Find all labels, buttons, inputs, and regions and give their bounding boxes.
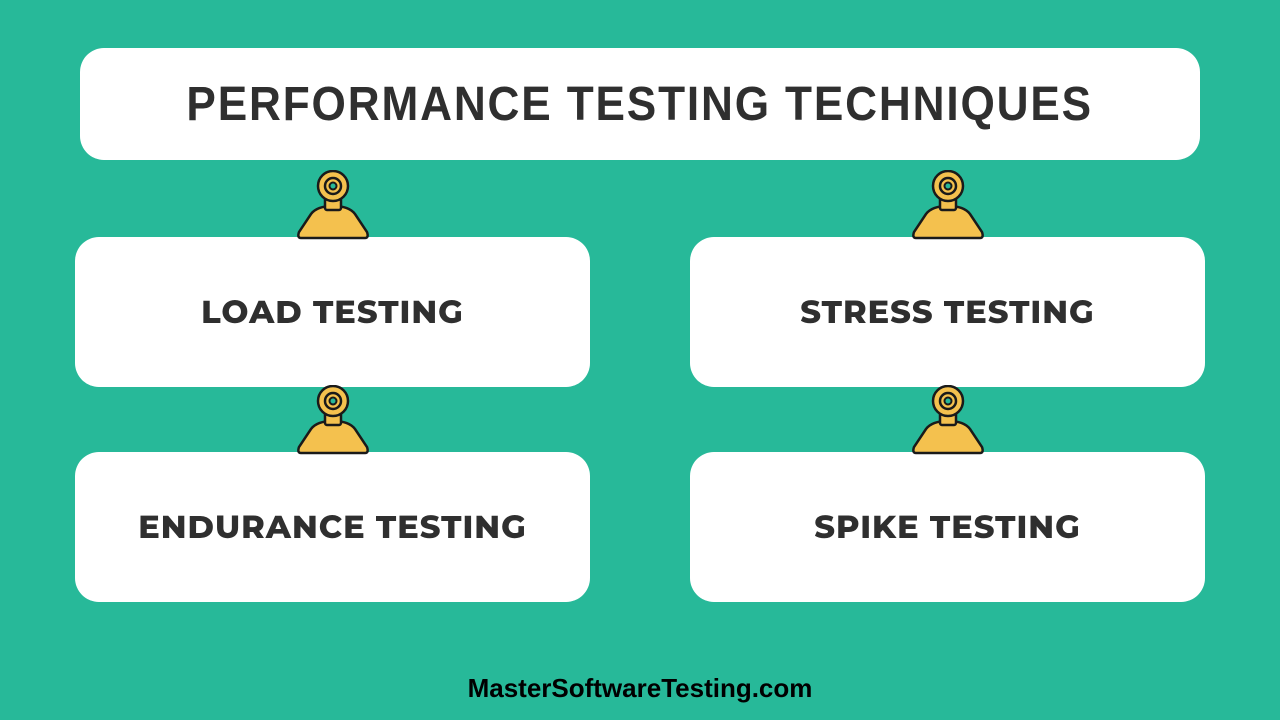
binder-clip-icon: [293, 170, 373, 240]
binder-clip-icon: [908, 385, 988, 455]
infographic-container: PERFORMANCE TESTING TECHNIQUES LOAD TEST…: [0, 0, 1280, 720]
card-label: LOAD TESTING: [201, 293, 464, 332]
title-text: PERFORMANCE TESTING TECHNIQUES: [187, 77, 1094, 132]
card: SPIKE TESTING: [690, 452, 1205, 602]
title-card: PERFORMANCE TESTING TECHNIQUES: [80, 48, 1200, 160]
binder-clip-icon: [908, 170, 988, 240]
card-spike-testing: SPIKE TESTING: [690, 437, 1205, 602]
card-load-testing: LOAD TESTING: [75, 222, 590, 387]
card-label: STRESS TESTING: [800, 293, 1094, 332]
card: ENDURANCE TESTING: [75, 452, 590, 602]
card-stress-testing: STRESS TESTING: [690, 222, 1205, 387]
card-endurance-testing: ENDURANCE TESTING: [75, 437, 590, 602]
cards-grid: LOAD TESTING STRESS TESTING ENDURANCE TE…: [75, 222, 1205, 602]
card-label: SPIKE TESTING: [814, 508, 1081, 547]
card: STRESS TESTING: [690, 237, 1205, 387]
card-label: ENDURANCE TESTING: [138, 508, 527, 547]
card: LOAD TESTING: [75, 237, 590, 387]
binder-clip-icon: [293, 385, 373, 455]
footer-attribution: MasterSoftwareTesting.com: [0, 673, 1280, 704]
